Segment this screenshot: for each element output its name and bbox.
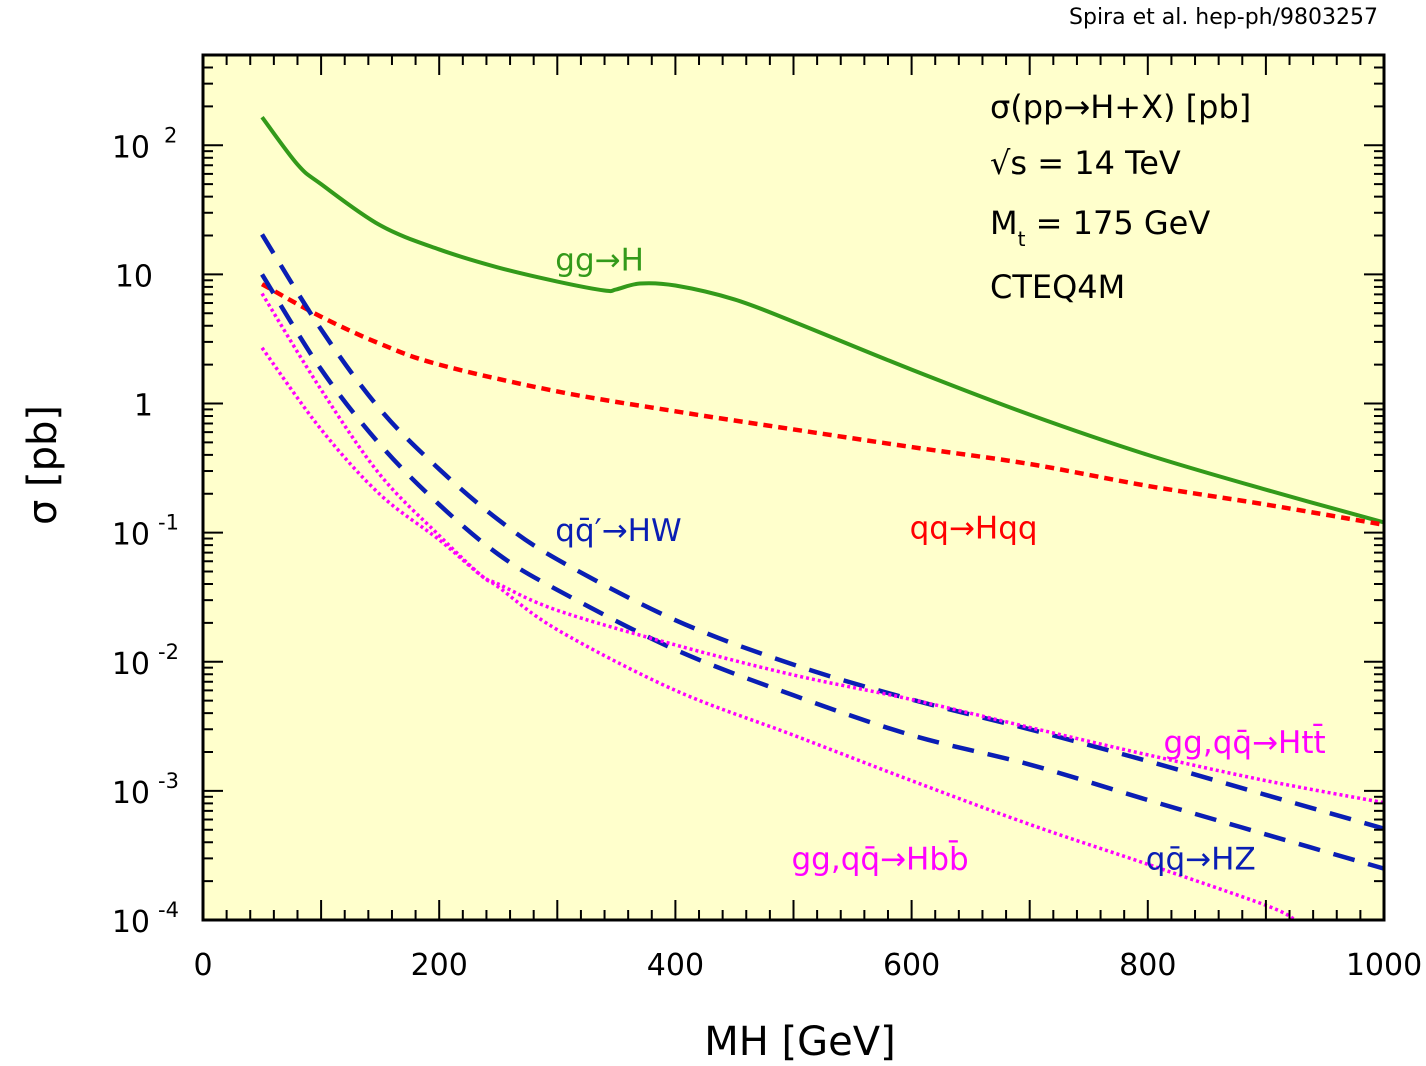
y-tick-label: 10 -3 [112, 769, 179, 811]
info-box: σ(pp→H+X) [pb] √s = 14 TeV Mt = 175 GeV … [990, 88, 1251, 306]
info-line-pdf: CTEQ4M [990, 268, 1125, 306]
y-tick-label: 10 [115, 259, 153, 294]
info-line-energy: √s = 14 TeV [990, 144, 1181, 182]
curve-label-hz: qq̄→HZ [1146, 841, 1256, 877]
y-tick-base: 10 [112, 130, 150, 165]
y-axis-title: σ [pb] [20, 405, 66, 525]
y-tick-labels: 10 2 10 1 10 -1 10 -2 10 -3 10 -4 [112, 123, 179, 940]
info-mt-symbol: M [990, 204, 1018, 242]
curve-label-hbb: gg,qq̄→Hbb̄ [792, 841, 969, 878]
x-tick-label: 0 [193, 948, 212, 983]
y-tick-exponent: -3 [158, 769, 179, 793]
x-tick-label: 800 [1119, 948, 1176, 983]
axis-ticks [202, 54, 1385, 921]
y-tick-label: 10 2 [112, 123, 178, 165]
x-axis-title: MH [GeV] [704, 1019, 895, 1065]
y-tick-base: 10 [115, 259, 153, 294]
y-tick-exponent: 2 [164, 123, 177, 147]
curve-label-qq-hqq: qq→Hqq [910, 510, 1038, 546]
info-mt-subscript: t [1018, 227, 1026, 251]
y-tick-exponent: -2 [158, 640, 179, 664]
curve-htt [260, 346, 1385, 805]
y-tick-label: 1 [134, 389, 153, 424]
plot-area [203, 55, 1384, 920]
x-tick-label: 200 [411, 948, 468, 983]
info-line-title: σ(pp→H+X) [pb] [990, 88, 1251, 126]
y-tick-label: 10 -1 [112, 511, 179, 553]
credit-text: Spira et al. hep-ph/9803257 [1069, 5, 1378, 30]
x-tick-label: 600 [883, 948, 940, 983]
y-tick-exponent: -1 [158, 511, 179, 535]
curve-hz [260, 273, 1385, 871]
curve-hbb [260, 292, 1297, 922]
curve-label-htt: gg,qq̄→Htt̄ [1164, 724, 1326, 761]
y-tick-exponent: -4 [158, 898, 179, 922]
x-tick-labels: 0 200 400 600 800 1000 [193, 948, 1422, 983]
curve-labels: gg→H qq→Hqq qq̄′→HW qq̄→HZ gg,qq̄→Htt̄ gg,qq̄… [555, 243, 1325, 878]
curve-gg-h [260, 115, 1385, 525]
curve-label-hw: qq̄′→HW [555, 513, 681, 549]
curves-group [260, 115, 1385, 922]
curve-qq-hqq [260, 282, 1385, 528]
y-tick-base: 1 [134, 389, 153, 424]
y-tick-base: 10 [112, 647, 150, 682]
x-tick-label: 400 [647, 948, 704, 983]
curve-label-gg-h: gg→H [555, 243, 644, 279]
y-tick-base: 10 [112, 905, 150, 940]
info-mt-value: = 175 GeV [1025, 204, 1210, 242]
curve-hw [260, 233, 1385, 831]
x-tick-label: 1000 [1346, 948, 1422, 983]
y-tick-label: 10 -2 [112, 640, 179, 682]
y-tick-base: 10 [112, 518, 150, 553]
info-line-top-mass: Mt = 175 GeV [990, 204, 1210, 251]
plot-frame [201, 53, 1386, 922]
y-tick-label: 10 -4 [112, 898, 179, 940]
y-tick-base: 10 [112, 776, 150, 811]
